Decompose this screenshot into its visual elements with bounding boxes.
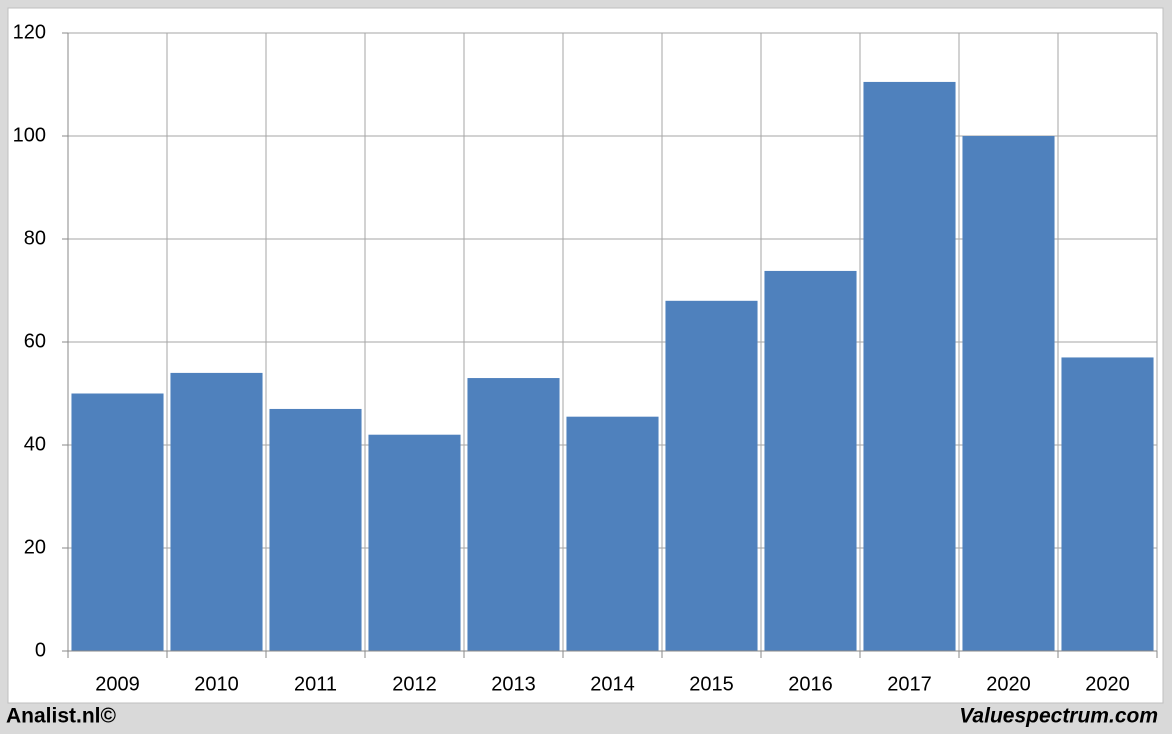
y-tick-label: 100 <box>13 124 46 146</box>
bar <box>170 372 263 651</box>
bar <box>1061 357 1154 651</box>
y-tick-label: 120 <box>13 21 46 43</box>
bar <box>71 393 164 651</box>
x-tick-label: 2010 <box>194 673 239 695</box>
x-tick-label: 2013 <box>491 673 536 695</box>
footer-right: Valuespectrum.com <box>959 705 1158 728</box>
x-tick-label: 2015 <box>689 673 734 695</box>
x-tick-label: 2016 <box>788 673 833 695</box>
bar <box>368 434 461 651</box>
x-tick-label: 2011 <box>294 673 337 695</box>
footer-left: Analist.nl© <box>6 705 117 728</box>
bar <box>764 270 857 651</box>
x-tick-label: 2014 <box>590 673 635 695</box>
y-tick-label: 60 <box>24 330 46 352</box>
x-tick-label: 2017 <box>887 673 932 695</box>
bar <box>566 416 659 651</box>
bar <box>863 81 956 652</box>
bar <box>962 136 1055 651</box>
bar <box>269 408 362 651</box>
y-tick-label: 0 <box>35 639 46 661</box>
bar <box>467 378 560 651</box>
y-tick-label: 20 <box>24 536 46 558</box>
x-tick-label: 2012 <box>392 673 437 695</box>
bar <box>665 300 758 651</box>
x-tick-label: 2020 <box>986 673 1031 695</box>
x-tick-label: 2009 <box>95 673 140 695</box>
y-tick-label: 40 <box>24 433 46 455</box>
y-tick-label: 80 <box>24 227 46 249</box>
x-tick-label: 2020 <box>1085 673 1130 695</box>
